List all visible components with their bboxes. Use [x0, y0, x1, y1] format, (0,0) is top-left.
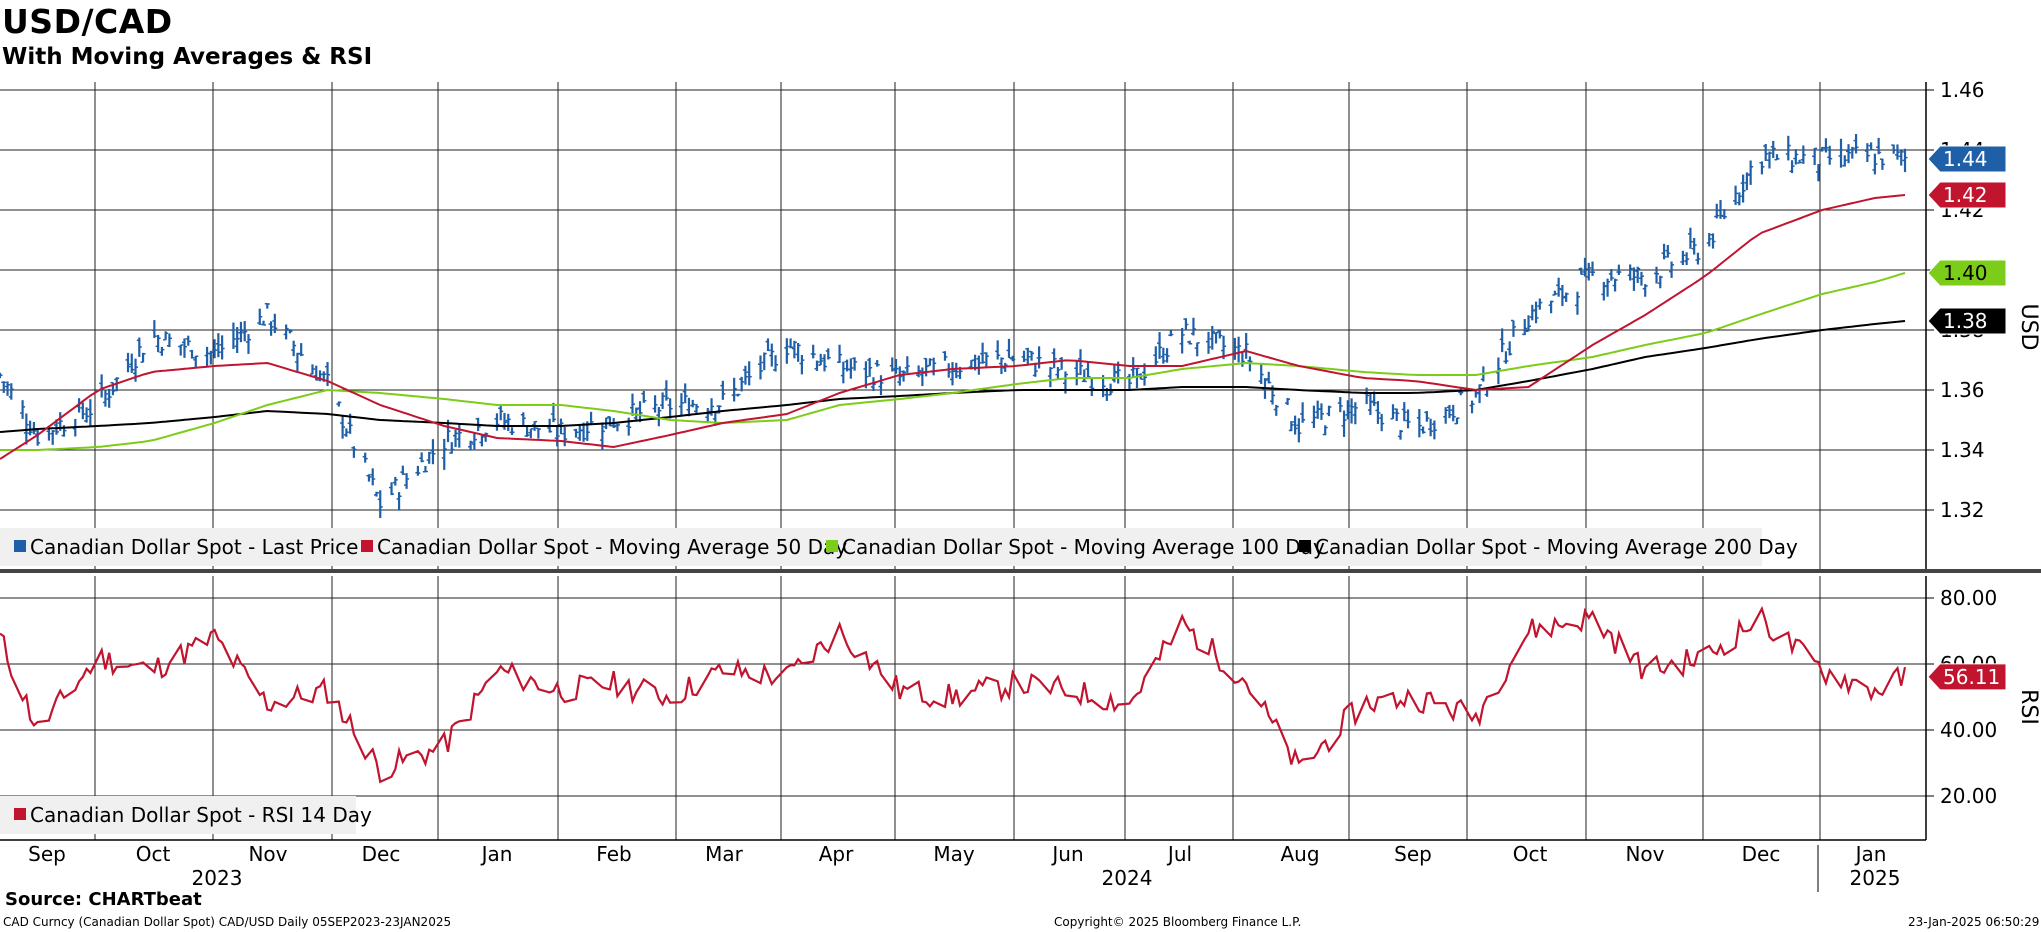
legend-swatch: [14, 540, 26, 552]
price-tick-label: 1.34: [1940, 438, 1985, 462]
copyright-note: Copyright© 2025 Bloomberg Finance L.P.: [1054, 915, 1302, 929]
month-label: Apr: [819, 842, 854, 866]
month-label: May: [933, 842, 975, 866]
month-label: Feb: [596, 842, 631, 866]
legend-label: Canadian Dollar Spot - Last Price: [30, 535, 359, 559]
ma200-tag-label: 1.38: [1943, 309, 1988, 333]
month-label: Sep: [28, 842, 66, 866]
year-label: 2025: [1850, 866, 1901, 890]
rsi-tag-label: 56.11: [1943, 665, 2000, 689]
month-label: Jun: [1050, 842, 1083, 866]
legend-label: Canadian Dollar Spot - RSI 14 Day: [30, 803, 372, 827]
month-label: Oct: [1513, 842, 1548, 866]
moving-average-lines: [0, 194, 1906, 460]
ma-line-2: [0, 272, 1906, 451]
rsi-tag: [1927, 663, 2007, 691]
price-tick-label: 1.32: [1940, 498, 1985, 522]
price-tick-label: 1.36: [1940, 378, 1985, 402]
month-label: Dec: [362, 842, 401, 866]
price-legend-box: [0, 528, 1762, 566]
rsi-legend-box: [0, 796, 356, 834]
price-tick-label: 1.46: [1940, 78, 1985, 102]
legend-swatch: [1299, 540, 1311, 552]
legend-swatch: [361, 540, 373, 552]
price-bars: [0, 134, 1908, 519]
security-description: CAD Curncy (Canadian Dollar Spot) CAD/US…: [3, 915, 452, 929]
price-axis-title: USD: [2016, 303, 2041, 350]
grid-lines: [0, 82, 1926, 840]
legend-label: Canadian Dollar Spot - Moving Average 20…: [1315, 535, 1798, 559]
rsi-tick-label: 20.00: [1940, 784, 1997, 808]
ma200-tag: [1927, 307, 2007, 335]
timestamp: 23-Jan-2025 06:50:29: [1908, 915, 2040, 929]
month-label: Nov: [1625, 842, 1664, 866]
month-label: Jan: [480, 842, 513, 866]
ma-line-1: [0, 194, 1906, 460]
ma100-tag: [1927, 259, 2007, 287]
month-label: Aug: [1280, 842, 1319, 866]
month-label: Dec: [1742, 842, 1781, 866]
last-price-tag-label: 1.44: [1943, 147, 1988, 171]
last-price-tag: [1927, 145, 2007, 173]
year-label: 2023: [192, 866, 243, 890]
axes: 1.461.441.421.401.381.361.341.3280.0060.…: [0, 78, 2041, 892]
panel-separator: [0, 569, 2041, 573]
ma50-tag-label: 1.42: [1943, 183, 1988, 207]
legend-swatch: [826, 540, 838, 552]
month-label: Oct: [136, 842, 171, 866]
month-label: Nov: [248, 842, 287, 866]
ma50-tag: [1927, 181, 2007, 209]
rsi-tick-label: 80.00: [1940, 586, 1997, 610]
month-label: Jan: [1854, 842, 1887, 866]
legend-label: Canadian Dollar Spot - Moving Average 50…: [377, 535, 847, 559]
month-label: Jul: [1166, 842, 1192, 866]
rsi-lines: [0, 605, 1907, 784]
legends: Canadian Dollar Spot - Last Price Canadia…: [0, 528, 1798, 834]
rsi-axis-title: RSI: [2016, 689, 2041, 725]
source-note: Source: CHARTbeat: [5, 889, 202, 910]
ma100-tag-label: 1.40: [1943, 261, 1988, 285]
legend-label: Canadian Dollar Spot - Moving Average 10…: [842, 535, 1325, 559]
rsi-line: [0, 605, 1907, 784]
legend-swatch: [14, 808, 26, 820]
year-label: 2024: [1102, 866, 1153, 890]
chart-title: USD/CAD: [2, 2, 173, 41]
month-label: Sep: [1394, 842, 1432, 866]
rsi-tick-label: 40.00: [1940, 718, 1997, 742]
chart-subtitle: With Moving Averages & RSI: [2, 44, 373, 70]
month-label: Mar: [705, 842, 744, 866]
